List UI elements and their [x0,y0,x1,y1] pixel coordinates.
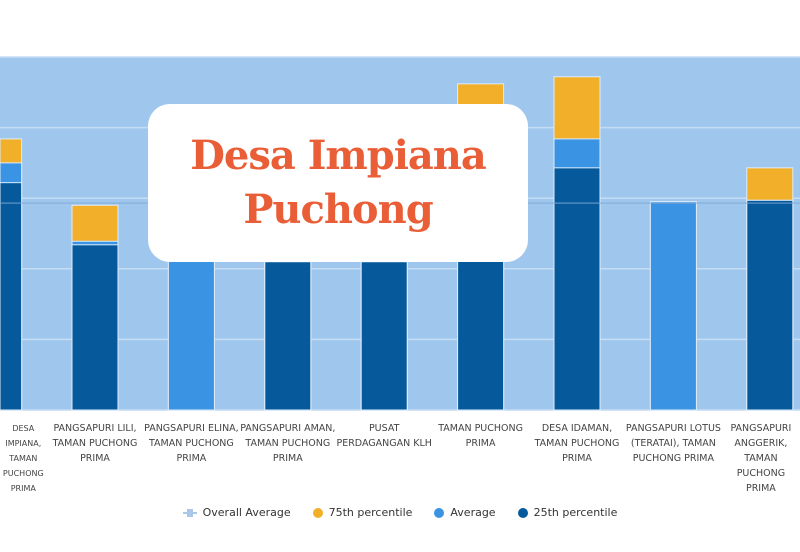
bar-25th-percentile [264,261,312,411]
legend-item-overall-average[interactable]: Overall Average [182,506,291,519]
legend-label: Average [450,506,496,519]
x-tick-label: Desa Impiana, Taman Puchong Prima [2,424,44,493]
x-tick-label: Pangsapuri Anggerik, Taman Puchong Prima [730,423,792,494]
bar-25th-percentile [746,199,794,411]
x-tick-label: Taman Puchong Prima [438,423,523,449]
x-tick-label: Pangsapuri Lili, Taman Puchong Prima [52,423,138,464]
x-tick-label: Pusat Perdagangan KLH [336,423,432,449]
x-tick-label: Pangsapuri Aman, Taman Puchong Prima [240,423,336,464]
x-tick-label: Pangsapuri Lotus (Teratai), Taman Puchon… [625,423,721,464]
overlay-title-line-2: Puchong [243,186,433,233]
circle-marker-icon [312,507,323,518]
bar-25th-percentile [71,244,119,411]
bar-25th-percentile [553,167,601,411]
legend-label: 75th percentile [328,506,413,519]
circle-marker-icon [434,507,445,518]
circle-marker-icon [517,507,528,518]
overlay-title-card: Desa Impiana Puchong [148,104,528,262]
legend-label: 25th percentile [533,506,618,519]
bar-25th-percentile [360,261,408,411]
legend-item-25th-percentile[interactable]: 25th percentile [517,506,618,519]
bar-average [167,252,215,411]
legend-label: Overall Average [202,506,291,519]
overlay-title-line-1: Desa Impiana [190,132,487,179]
x-tick-label: Pangsapuri Elina, Taman Puchong Prima [144,423,239,464]
bar-25th-percentile [0,182,23,411]
legend-item-75th-percentile[interactable]: 75th percentile [312,506,413,519]
legend-item-average[interactable]: Average [434,506,496,519]
line-marker-icon [182,508,197,517]
x-tick-label: Desa Idaman, Taman Puchong Prima [534,423,620,464]
legend: Overall Average 75th percentile Average … [0,506,800,519]
bar-average [649,201,697,411]
